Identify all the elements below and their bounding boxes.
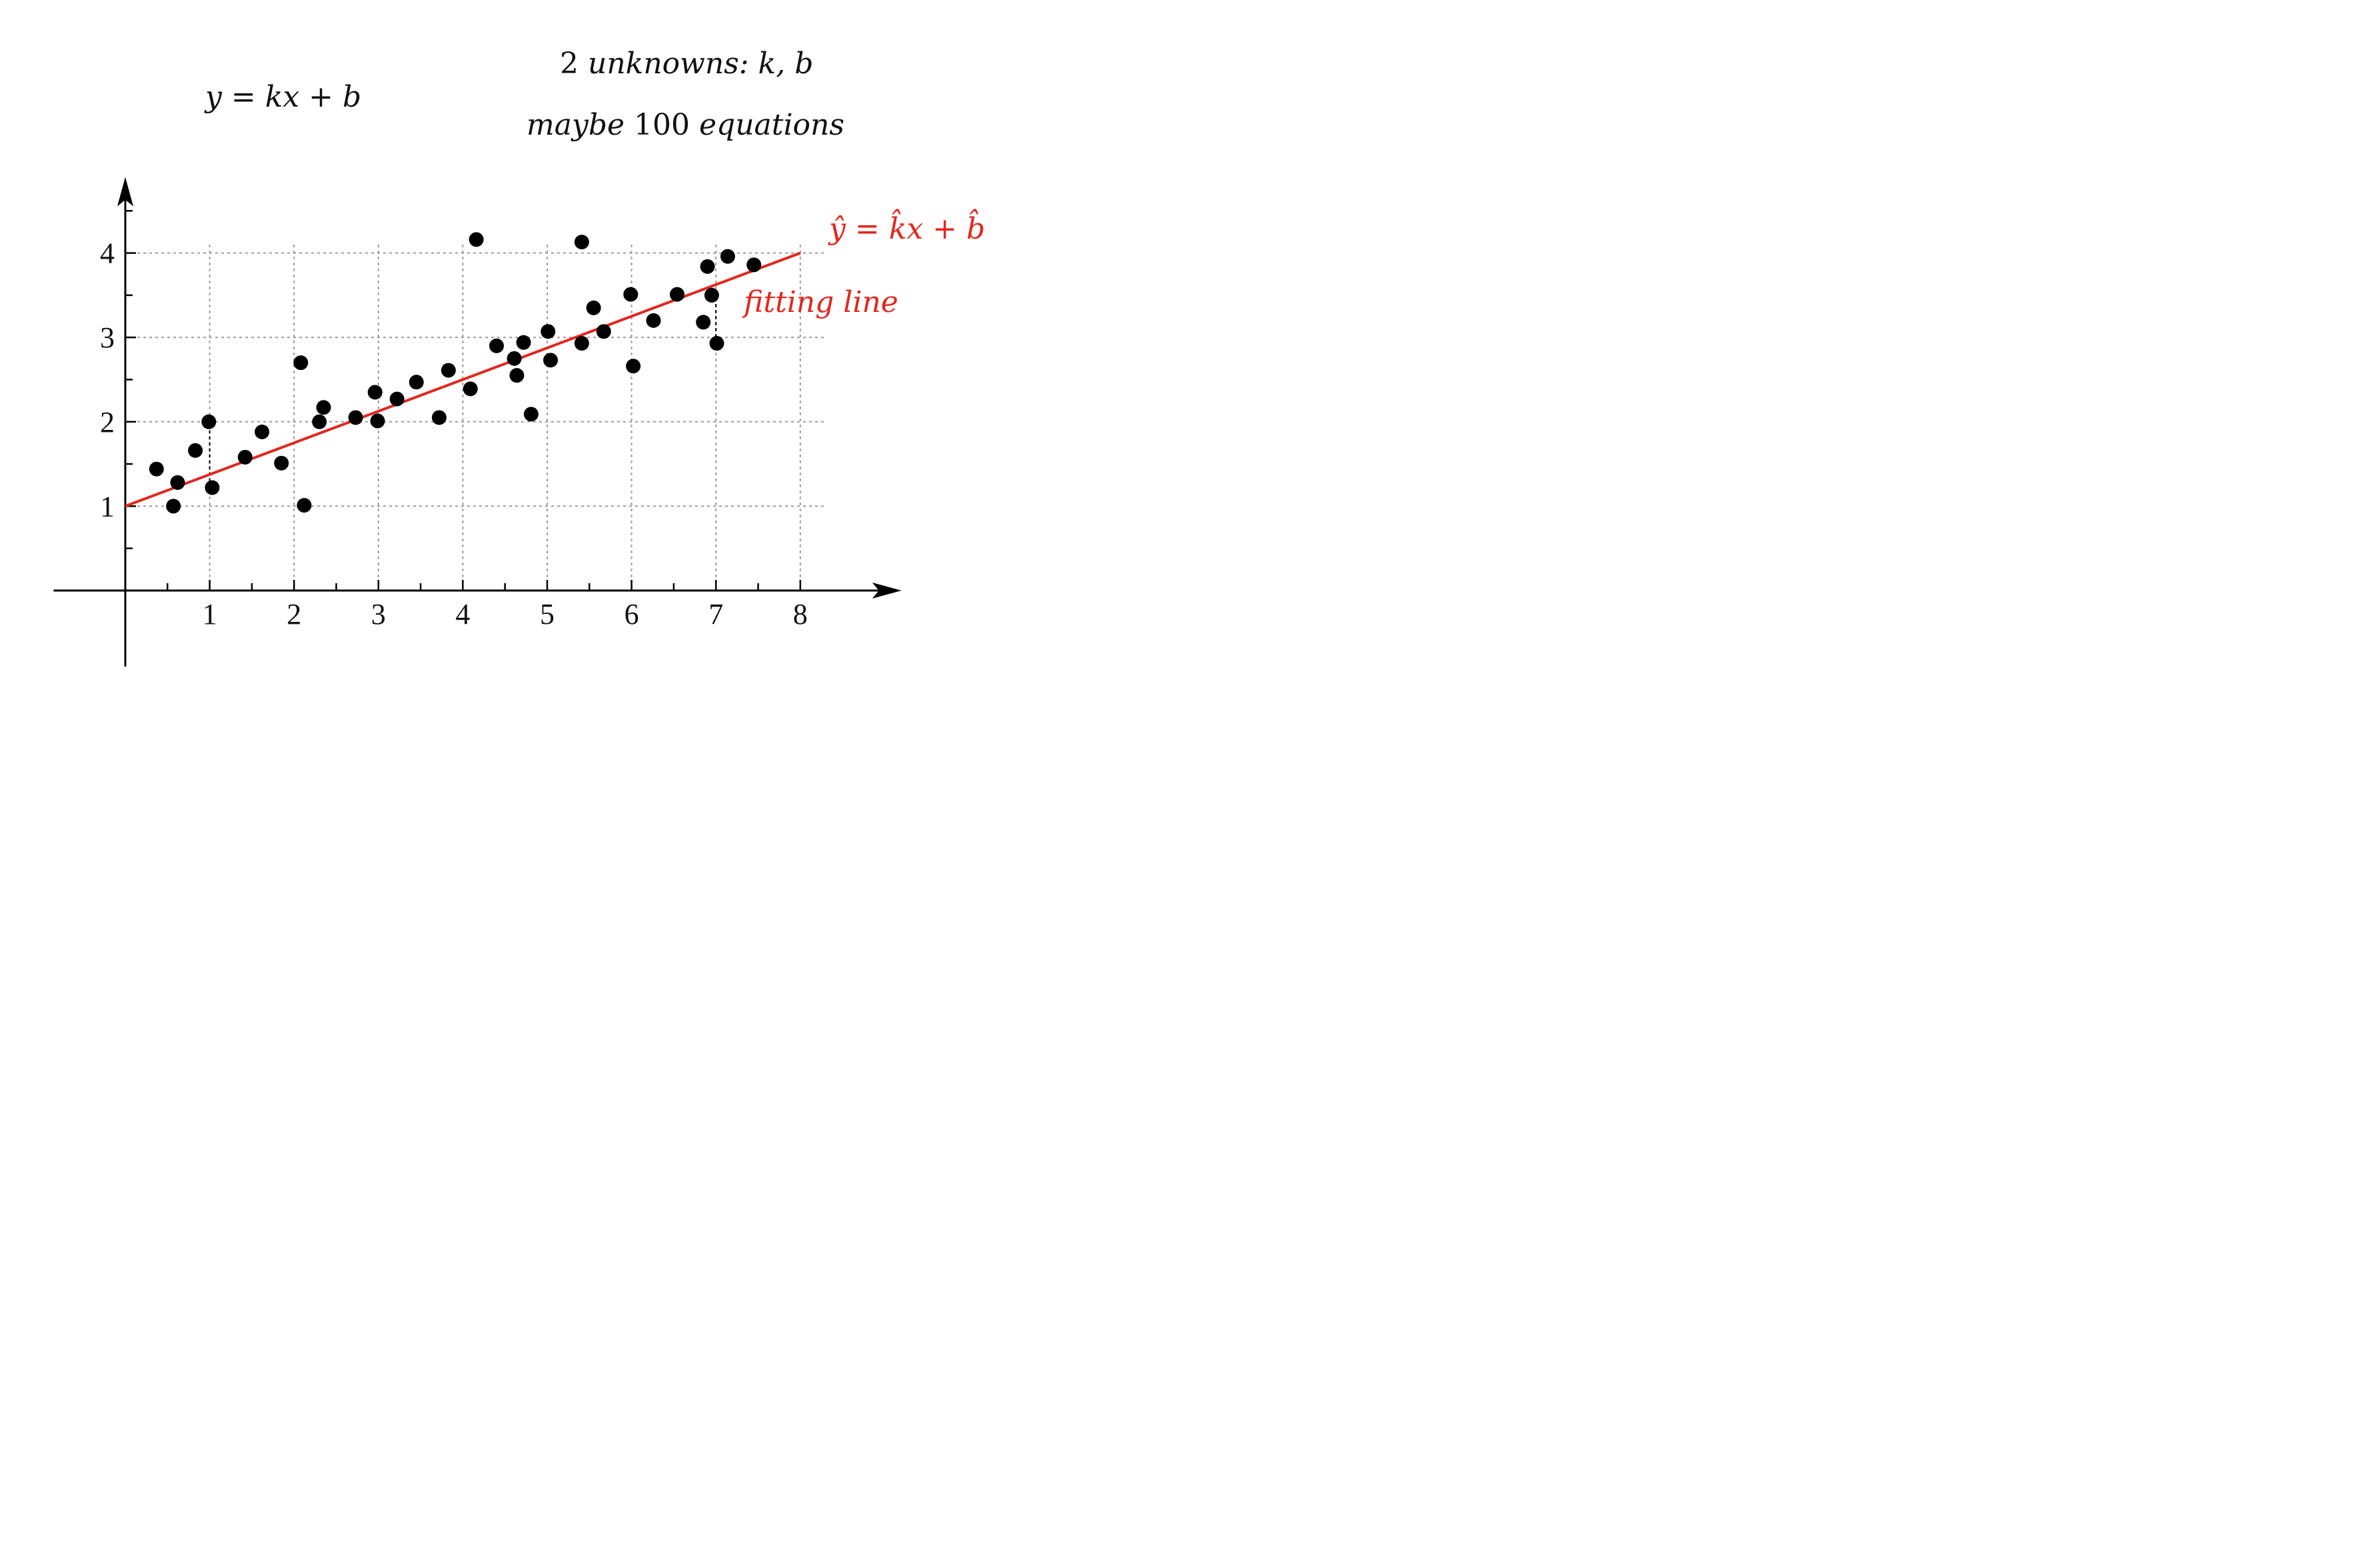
residual-lines [209, 295, 717, 488]
data-point [367, 385, 383, 400]
data-point [389, 391, 405, 407]
y-tick-label: 2 [100, 406, 115, 439]
data-point [746, 257, 762, 273]
data-point [516, 335, 531, 350]
data-point [431, 410, 447, 425]
y-tick-label: 3 [100, 321, 115, 354]
x-axis-arrowhead [872, 583, 902, 599]
x-tick-label: 2 [287, 598, 301, 631]
fit-line-equation: ŷ = k̂x + b̂ [828, 207, 985, 246]
unknowns-text: unknowns: k, b [588, 47, 813, 81]
x-tick-label: 7 [708, 598, 723, 631]
data-point [201, 414, 217, 429]
x-tick-label: 5 [540, 598, 555, 631]
grid-lines [125, 244, 826, 591]
data-point [586, 300, 601, 315]
data-point [646, 313, 661, 328]
data-point [293, 355, 309, 371]
equations-prefix: maybe [527, 108, 624, 142]
y-axis-arrowhead [117, 177, 133, 207]
fit-line-group [125, 251, 801, 508]
equations-count: 100 [634, 108, 690, 142]
data-point [370, 413, 385, 429]
data-point [409, 375, 424, 390]
data-point [469, 232, 484, 247]
data-point [489, 338, 505, 353]
axis-ticks [125, 210, 802, 591]
x-tick-label: 1 [203, 598, 217, 631]
data-point [348, 410, 363, 425]
data-point [709, 336, 724, 351]
data-point [188, 443, 203, 458]
data-point [574, 336, 589, 351]
equations-line: maybe 100 equations [527, 108, 844, 142]
data-point [696, 315, 711, 330]
data-point [541, 324, 556, 339]
data-point [205, 480, 220, 495]
equations-suffix: equations [699, 108, 844, 142]
y-tick-label: 1 [100, 490, 115, 523]
data-point [274, 455, 289, 471]
x-tick-label: 4 [455, 598, 470, 631]
data-point [626, 359, 641, 374]
data-point [523, 407, 539, 422]
data-point [441, 363, 456, 378]
unknowns-count: 2 [560, 47, 579, 81]
data-point [170, 475, 185, 490]
data-point [704, 287, 719, 303]
unknowns-line: 2 unknowns: k, b [560, 47, 813, 81]
data-point [574, 235, 589, 250]
data-point [463, 381, 478, 397]
data-point [509, 368, 525, 383]
data-point [669, 287, 684, 302]
data-point [312, 414, 327, 429]
data-point [720, 249, 735, 264]
tick-labels: 1 2 3 4 5 6 7 8 1 2 3 4 [100, 237, 808, 631]
axes [53, 177, 902, 667]
x-tick-label: 8 [793, 598, 808, 631]
data-point [700, 259, 715, 274]
x-tick-label: 6 [624, 598, 639, 631]
fit-line [125, 251, 801, 508]
data-point [237, 449, 253, 465]
x-tick-label: 3 [371, 598, 386, 631]
data-point [166, 499, 181, 514]
y-tick-label: 4 [100, 237, 115, 270]
data-point [297, 498, 312, 513]
fit-line-label: fitting line [742, 285, 898, 319]
data-point [596, 324, 611, 339]
data-point [255, 424, 270, 439]
data-point [149, 461, 164, 477]
data-points [149, 232, 762, 514]
model-equation: y = kx + b [204, 80, 361, 114]
data-point [507, 351, 522, 366]
data-point [623, 287, 638, 302]
data-point [316, 400, 331, 415]
data-point [543, 353, 559, 368]
